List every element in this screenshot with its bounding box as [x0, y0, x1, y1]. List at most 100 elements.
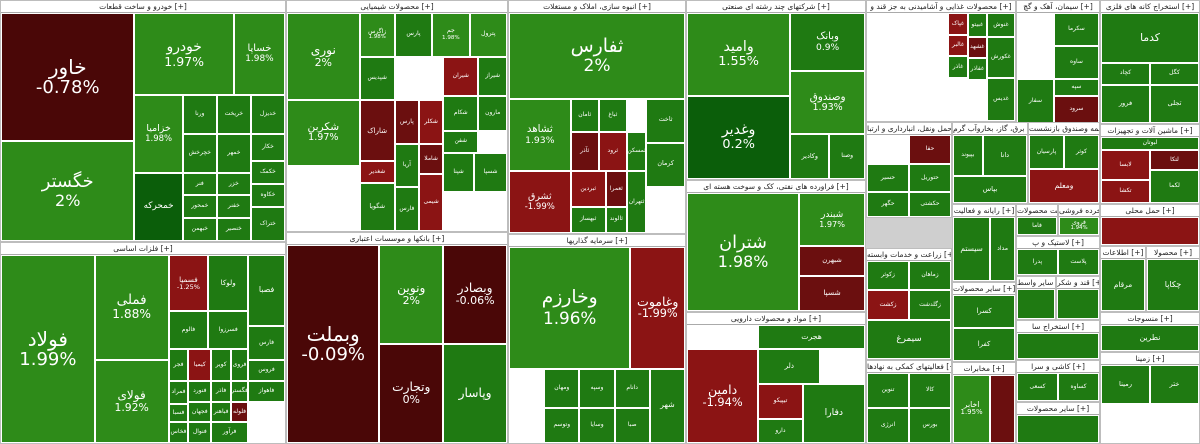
stock-tile[interactable]: فلوله — [231, 401, 249, 423]
stock-tile[interactable]: شفن — [443, 130, 479, 153]
stock-tile[interactable]: کسرا — [953, 295, 1015, 328]
sector-header[interactable]: محصولا [+] — [1147, 247, 1199, 259]
stock-tile[interactable]: مارون — [478, 95, 507, 131]
stock-tile[interactable]: فروی — [231, 349, 249, 381]
stock-tile[interactable]: رمینا — [1101, 365, 1150, 404]
stock-tile[interactable]: دامین -1.94% — [687, 348, 759, 443]
stock-tile[interactable]: شپنا — [443, 152, 474, 192]
stock-tile[interactable]: تجلی — [1150, 84, 1199, 123]
sector-header[interactable]: فلزات اساسی [+] — [1, 243, 285, 255]
stock-tile[interactable]: فجهان — [188, 401, 212, 423]
stock-tile[interactable]: شکربن 1.97% — [287, 100, 360, 166]
stock-tile[interactable]: وکادیر — [790, 134, 830, 179]
stock-tile[interactable]: ثبردین — [570, 171, 606, 207]
stock-tile[interactable]: شاراک — [359, 100, 395, 162]
stock-tile[interactable]: ونوین 2% — [379, 245, 444, 344]
sector-header[interactable]: سرمایه گذاریها [+] — [509, 235, 685, 247]
stock-tile[interactable]: فاما — [1017, 217, 1057, 235]
stock-tile[interactable]: ورنا — [182, 95, 217, 134]
stock-tile[interactable]: فارس — [248, 326, 285, 361]
sector-header[interactable]: خرده فروشی [+] — [1059, 205, 1099, 217]
stock-tile[interactable]: خکاوه — [250, 184, 285, 207]
stock-tile[interactable]: ثباغ — [598, 98, 627, 132]
stock-tile[interactable]: وصندوق 1.93% — [790, 71, 865, 135]
stock-tile[interactable]: وغاموت -1.99% — [630, 247, 685, 369]
stock-tile[interactable]: خودرو 1.97% — [134, 13, 234, 96]
stock-tile[interactable] — [1017, 333, 1099, 359]
stock-tile[interactable]: حسیر — [867, 163, 909, 193]
stock-tile[interactable]: شسپا — [474, 152, 507, 192]
sector-header[interactable]: حمل ونقل، انبارداری و ارتبا [+] — [867, 123, 951, 135]
stock-tile[interactable]: لتکا — [1150, 150, 1199, 170]
stock-tile[interactable]: چکاپا — [1147, 259, 1199, 311]
stock-tile[interactable]: زگلدشت — [909, 290, 951, 320]
stock-tile[interactable] — [1057, 289, 1099, 319]
stock-tile[interactable]: دفارا — [802, 384, 865, 443]
stock-tile[interactable]: خزر — [216, 172, 251, 196]
stock-tile[interactable]: غدیس — [986, 77, 1015, 121]
sector-header[interactable]: سیمان، آهک و گچ [+] — [1017, 1, 1099, 13]
stock-tile[interactable]: تنوین — [867, 373, 909, 408]
sector-header[interactable]: فراورده های نفتی، کک و سوخت هسته ای [+] — [687, 181, 865, 193]
stock-tile[interactable]: فارس — [394, 187, 419, 231]
stock-tile[interactable]: کگل — [1150, 62, 1199, 85]
stock-tile[interactable]: ومعلم — [1029, 169, 1099, 203]
stock-tile[interactable]: خاور -0.78% — [1, 13, 135, 141]
sector-header[interactable]: محصولات شیمیایی [+] — [287, 1, 507, 13]
stock-tile[interactable]: کوثر — [1064, 135, 1099, 169]
sector-header[interactable]: فعالیتهای کمکی به نهادها [+] — [867, 361, 951, 373]
stock-tile[interactable]: سرود — [1053, 95, 1099, 123]
stock-tile[interactable]: سیستم — [953, 217, 991, 281]
stock-tile[interactable]: هجرت — [758, 325, 865, 349]
sector-header[interactable]: زراعت و خدمات وابسته [+] — [867, 249, 951, 261]
stock-tile[interactable]: تکشا — [1101, 179, 1150, 203]
stock-tile[interactable]: شپدیس — [359, 56, 395, 101]
sector-header[interactable]: زمینا [+] — [1101, 353, 1199, 365]
stock-tile[interactable]: فسمیا -1.25% — [168, 255, 209, 312]
stock-tile[interactable]: کیمیا — [188, 349, 212, 381]
sector-header[interactable]: استخراج سا [+] — [1017, 321, 1099, 333]
stock-tile[interactable]: وبصادر -0.06% — [443, 245, 507, 344]
stock-tile[interactable]: کسعی — [1017, 373, 1058, 401]
sector-header[interactable]: ماشین آلات و تجهیزات [+] — [1101, 125, 1199, 137]
stock-tile[interactable]: ثآذر — [570, 131, 599, 172]
stock-tile[interactable]: فاهواز — [248, 380, 285, 402]
stock-tile[interactable]: خساپا 1.98% — [233, 13, 285, 96]
stock-tile[interactable]: ثاخت — [646, 98, 685, 143]
sector-header[interactable]: عرضه برق، گاز، بخاروآب گرم [+] — [953, 123, 1027, 135]
stock-tile[interactable]: خکار — [250, 133, 285, 162]
stock-tile[interactable]: زکوثر — [867, 261, 909, 291]
stock-tile[interactable]: وتجارت 0% — [379, 344, 444, 443]
stock-tile[interactable]: شسپا — [799, 275, 865, 311]
stock-tile[interactable]: خچرخش — [182, 133, 217, 173]
sector-header[interactable]: منسوجات [+] — [1101, 313, 1199, 325]
stock-tile[interactable]: شیمی — [419, 174, 444, 231]
stock-tile[interactable]: زاگرس 1.98% — [359, 13, 395, 57]
stock-tile[interactable]: دانا — [982, 135, 1027, 176]
stock-tile[interactable]: ثبهساز — [570, 206, 606, 233]
sector-header[interactable]: انبوه سازی، املاک و مستغلات [+] — [509, 1, 685, 13]
stock-tile[interactable]: صبا — [614, 407, 650, 443]
stock-tile[interactable]: غنوش — [986, 13, 1015, 37]
stock-tile[interactable]: وصنا — [829, 134, 865, 179]
sector-header[interactable]: قند و شکر [+] — [1057, 277, 1099, 289]
stock-tile[interactable]: شغدیر — [359, 161, 395, 184]
stock-tile[interactable]: حگهر — [867, 192, 909, 217]
stock-tile[interactable]: ختر — [1150, 365, 1199, 404]
sector-header[interactable]: ساخت محصولات [+] — [1017, 205, 1057, 217]
stock-tile[interactable]: نوری 2% — [287, 13, 360, 101]
stock-tile[interactable]: فروس — [248, 360, 285, 381]
stock-tile[interactable]: زکشت — [867, 290, 909, 320]
stock-tile[interactable]: وسایا — [579, 407, 615, 443]
stock-tile[interactable]: بپاس — [953, 175, 1027, 203]
sector-header[interactable]: اطلاعات [+] — [1101, 247, 1145, 259]
stock-tile[interactable]: فروی 1.94% — [1059, 217, 1099, 235]
stock-tile[interactable]: پارسیان — [1029, 135, 1064, 169]
stock-tile[interactable]: شبندر 1.97% — [799, 193, 865, 247]
stock-tile[interactable]: آریا — [394, 143, 419, 188]
stock-tile[interactable]: ثالوند — [605, 206, 627, 233]
stock-tile[interactable]: سفار — [1017, 79, 1054, 123]
sector-header[interactable]: بیمه وصندوق بازنشست [+] — [1029, 123, 1099, 135]
stock-tile[interactable]: کویر — [211, 349, 232, 381]
sector-header[interactable]: مخابرات [+] — [953, 363, 1015, 375]
